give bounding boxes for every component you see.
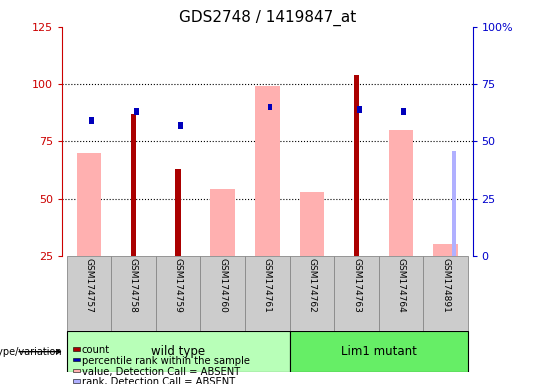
Bar — [334, 256, 379, 331]
Bar — [245, 256, 289, 331]
Text: genotype/variation: genotype/variation — [0, 347, 63, 357]
Title: GDS2748 / 1419847_at: GDS2748 / 1419847_at — [179, 9, 356, 25]
Text: percentile rank within the sample: percentile rank within the sample — [82, 356, 249, 366]
Bar — [111, 256, 156, 331]
Bar — [77, 153, 101, 256]
Text: GSM174759: GSM174759 — [173, 258, 183, 313]
Text: Lim1 mutant: Lim1 mutant — [341, 345, 417, 358]
Bar — [211, 189, 235, 256]
Bar — [354, 75, 359, 256]
Text: GSM174757: GSM174757 — [84, 258, 93, 313]
Bar — [267, 104, 272, 111]
Bar — [134, 108, 139, 115]
Bar — [176, 169, 181, 256]
Bar — [357, 106, 362, 113]
Bar — [300, 192, 324, 256]
Text: wild type: wild type — [151, 345, 205, 358]
Text: value, Detection Call = ABSENT: value, Detection Call = ABSENT — [82, 366, 240, 377]
Text: GSM174758: GSM174758 — [129, 258, 138, 313]
Bar — [66, 331, 289, 372]
Bar — [434, 245, 458, 256]
Bar — [156, 256, 200, 331]
Bar — [131, 114, 136, 256]
Text: GSM174763: GSM174763 — [352, 258, 361, 313]
Text: GSM174761: GSM174761 — [263, 258, 272, 313]
Bar — [89, 118, 94, 124]
Bar — [453, 151, 456, 256]
Bar — [178, 122, 183, 129]
Text: GSM174764: GSM174764 — [396, 258, 406, 313]
Bar — [423, 256, 468, 331]
Bar — [289, 331, 468, 372]
Bar — [401, 108, 406, 115]
Text: GSM174891: GSM174891 — [441, 258, 450, 313]
Text: rank, Detection Call = ABSENT: rank, Detection Call = ABSENT — [82, 377, 235, 384]
Bar — [66, 256, 111, 331]
Bar — [289, 256, 334, 331]
Bar — [255, 86, 280, 256]
Bar — [389, 130, 414, 256]
Text: GSM174760: GSM174760 — [218, 258, 227, 313]
Bar — [379, 256, 423, 331]
Text: count: count — [82, 345, 110, 355]
Bar — [200, 256, 245, 331]
Text: GSM174762: GSM174762 — [307, 258, 316, 313]
